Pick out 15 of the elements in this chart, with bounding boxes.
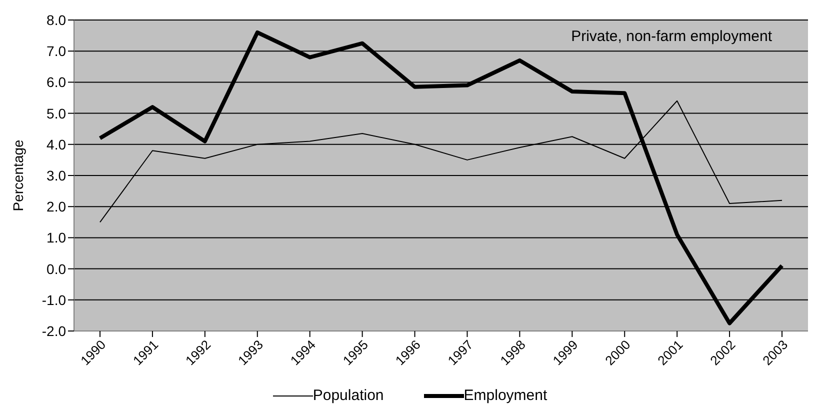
y-tick-label: 3.0 bbox=[46, 167, 66, 184]
y-axis-title: Percentage bbox=[10, 139, 26, 212]
y-tick-label: 8.0 bbox=[46, 12, 66, 28]
y-tick-label: 7.0 bbox=[46, 43, 66, 60]
y-tick-label: 6.0 bbox=[46, 74, 66, 90]
legend-label: Employment bbox=[464, 387, 548, 404]
legend-label: Population bbox=[312, 387, 384, 404]
y-tick-label: -1.0 bbox=[42, 292, 66, 308]
y-tick-label: 1.0 bbox=[46, 230, 66, 246]
y-tick-label: 5.0 bbox=[46, 105, 66, 122]
annotation: Private, non-farm employment bbox=[571, 28, 772, 45]
y-tick-label: 2.0 bbox=[46, 198, 66, 215]
y-tick-label: -2.0 bbox=[42, 322, 66, 339]
y-tick-label: 4.0 bbox=[46, 136, 66, 152]
y-tick-label: 0.0 bbox=[46, 260, 66, 277]
